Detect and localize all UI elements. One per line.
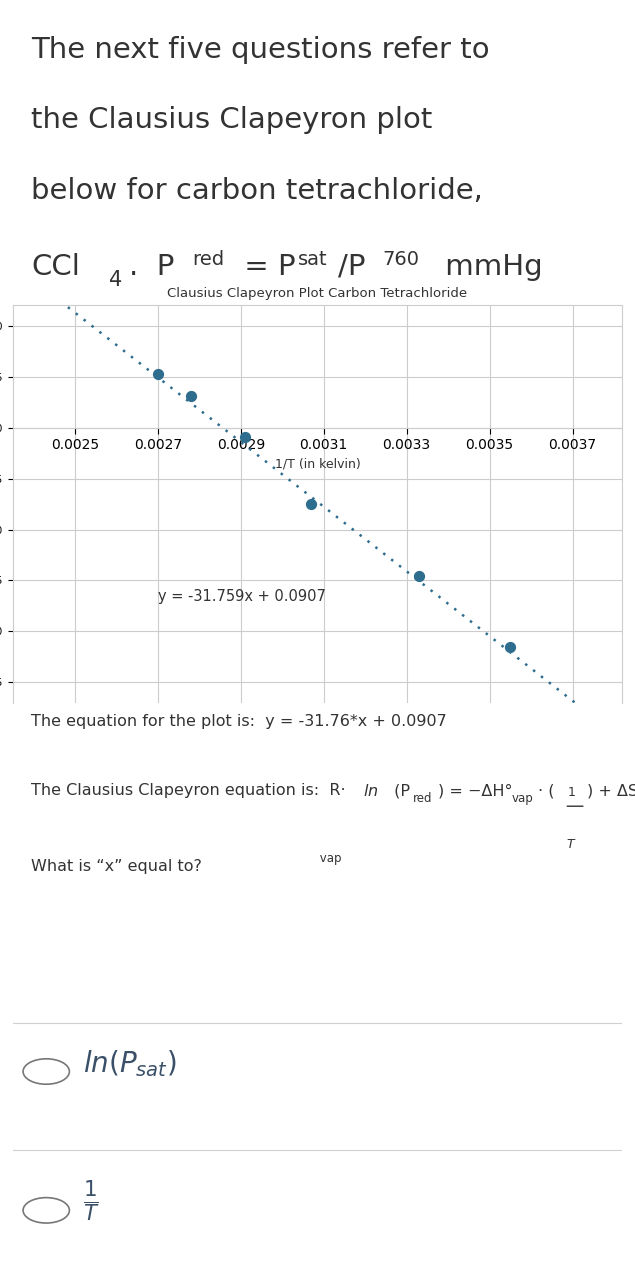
Text: 4: 4 bbox=[109, 270, 123, 291]
Text: red: red bbox=[413, 792, 432, 805]
Title: Clausius Clapeyron Plot Carbon Tetrachloride: Clausius Clapeyron Plot Carbon Tetrachlo… bbox=[168, 287, 467, 300]
Text: · (: · ( bbox=[538, 783, 555, 799]
Point bbox=[414, 566, 424, 586]
Text: $\mathit{ln}$: $\mathit{ln}$ bbox=[363, 783, 378, 799]
Text: ) + ΔS°: ) + ΔS° bbox=[587, 783, 635, 799]
Text: .  P: . P bbox=[128, 253, 174, 280]
Text: The next five questions refer to: The next five questions refer to bbox=[31, 36, 490, 64]
Text: 760: 760 bbox=[382, 250, 419, 269]
Point bbox=[186, 385, 196, 406]
Text: 1: 1 bbox=[568, 786, 575, 799]
Text: = P: = P bbox=[235, 253, 296, 280]
Text: vap: vap bbox=[31, 852, 342, 865]
Text: (P: (P bbox=[389, 783, 410, 799]
Text: mmHg: mmHg bbox=[436, 253, 543, 280]
Text: sat: sat bbox=[298, 250, 328, 269]
Text: y = -31.759x + 0.0907: y = -31.759x + 0.0907 bbox=[158, 589, 326, 604]
Text: The Clausius Clapeyron equation is:  R·: The Clausius Clapeyron equation is: R· bbox=[31, 783, 351, 799]
Point bbox=[240, 426, 250, 447]
X-axis label: 1/T (in kelvin): 1/T (in kelvin) bbox=[274, 458, 361, 471]
Point bbox=[306, 494, 316, 515]
Text: $\mathit{ln}(P_{sat})$: $\mathit{ln}(P_{sat})$ bbox=[83, 1048, 177, 1079]
Point bbox=[505, 637, 516, 658]
Text: below for carbon tetrachloride,: below for carbon tetrachloride, bbox=[31, 177, 483, 205]
Point bbox=[153, 364, 163, 384]
Text: What is “x” equal to?: What is “x” equal to? bbox=[31, 859, 202, 874]
Text: $\mathit{\frac{1}{T}}$: $\mathit{\frac{1}{T}}$ bbox=[83, 1179, 99, 1224]
Text: CCl: CCl bbox=[31, 253, 80, 280]
Text: T: T bbox=[567, 838, 575, 851]
Text: The equation for the plot is:  y = -31.76*x + 0.0907: The equation for the plot is: y = -31.76… bbox=[31, 714, 447, 730]
Text: /P: /P bbox=[338, 253, 365, 280]
Text: ) = −ΔH°: ) = −ΔH° bbox=[438, 783, 512, 799]
Text: the Clausius Clapeyron plot: the Clausius Clapeyron plot bbox=[31, 106, 432, 134]
Text: red: red bbox=[192, 250, 225, 269]
Text: vap: vap bbox=[511, 792, 533, 805]
